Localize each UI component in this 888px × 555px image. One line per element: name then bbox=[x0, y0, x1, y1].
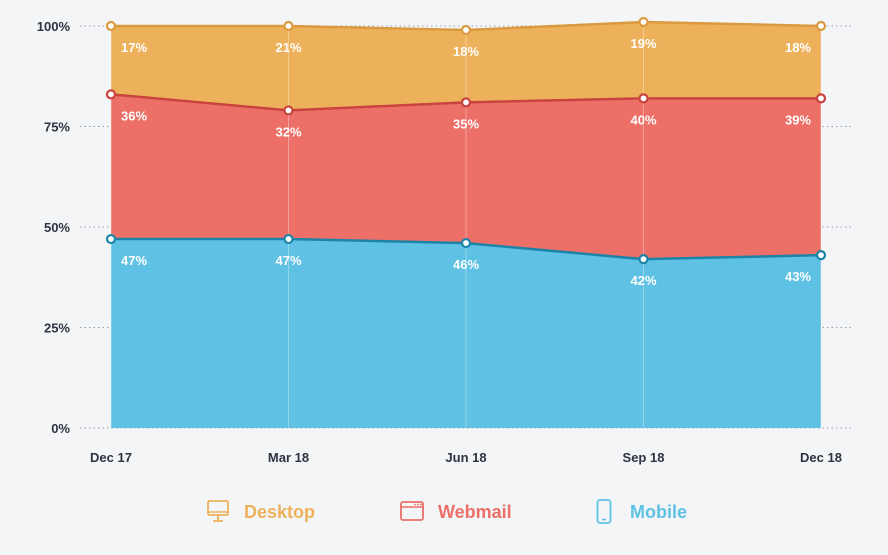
point-desktop bbox=[815, 20, 827, 32]
y-tick-label: 50% bbox=[44, 220, 70, 235]
area-desktop bbox=[111, 21, 821, 111]
data-label: 39% bbox=[785, 112, 811, 127]
data-label: 40% bbox=[630, 112, 656, 127]
y-tick-label: 0% bbox=[51, 421, 70, 436]
point-webmail bbox=[638, 93, 649, 104]
x-tick-label: Sep 18 bbox=[623, 450, 665, 465]
y-tick-label: 25% bbox=[44, 321, 70, 336]
point-webmail bbox=[283, 105, 294, 116]
browser-window-icon bbox=[400, 501, 424, 521]
y-tick-label: 75% bbox=[44, 120, 70, 135]
legend-label: Webmail bbox=[438, 502, 512, 522]
point-mobile bbox=[638, 254, 649, 265]
point-webmail bbox=[105, 89, 117, 100]
legend-label: Desktop bbox=[244, 502, 315, 522]
data-label: 21% bbox=[275, 40, 301, 55]
legend-item-desktop: Desktop bbox=[207, 500, 315, 522]
x-tick-label: Dec 18 bbox=[800, 450, 842, 465]
data-label: 42% bbox=[630, 273, 656, 288]
point-webmail bbox=[815, 93, 827, 104]
point-mobile bbox=[815, 250, 827, 261]
area-webmail bbox=[111, 94, 821, 260]
point-webmail bbox=[460, 97, 472, 108]
desktop-monitor-icon bbox=[207, 500, 229, 522]
data-label: 18% bbox=[785, 40, 811, 55]
point-desktop bbox=[460, 24, 472, 36]
legend-item-webmail: Webmail bbox=[400, 501, 512, 522]
mobile-phone-icon bbox=[596, 499, 612, 524]
data-label: 35% bbox=[453, 116, 479, 131]
y-tick-label: 100% bbox=[37, 19, 71, 34]
data-label: 47% bbox=[121, 253, 147, 268]
point-mobile bbox=[460, 237, 472, 249]
legend-item-mobile: Mobile bbox=[596, 499, 687, 524]
x-tick-label: Mar 18 bbox=[268, 450, 309, 465]
data-label: 18% bbox=[453, 44, 479, 59]
data-label: 43% bbox=[785, 269, 811, 284]
data-label: 19% bbox=[630, 36, 656, 51]
data-label: 17% bbox=[121, 40, 147, 55]
point-desktop bbox=[638, 16, 649, 28]
point-desktop bbox=[283, 20, 294, 32]
point-mobile bbox=[105, 233, 117, 245]
point-desktop bbox=[105, 20, 117, 32]
data-label: 36% bbox=[121, 108, 147, 123]
data-label: 32% bbox=[275, 124, 301, 139]
data-label: 47% bbox=[275, 253, 301, 268]
x-tick-label: Dec 17 bbox=[90, 450, 132, 465]
x-tick-label: Jun 18 bbox=[445, 450, 486, 465]
area-mobile bbox=[111, 239, 821, 428]
data-label: 46% bbox=[453, 257, 479, 272]
point-mobile bbox=[283, 233, 294, 245]
legend-label: Mobile bbox=[630, 502, 687, 522]
